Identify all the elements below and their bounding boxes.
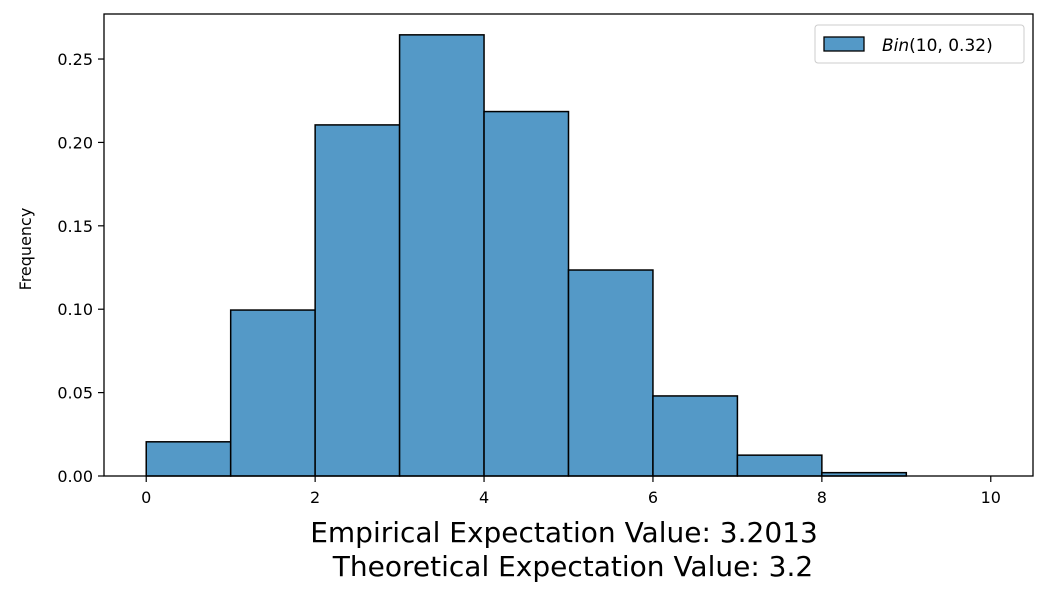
histogram-bar [145,441,232,477]
histogram-bar [314,124,401,477]
y-axis-label: Frequency [16,208,35,291]
x-tick-label: 4 [479,488,489,507]
histogram-bar [483,110,570,477]
y-tick-label: 0.20 [57,133,93,152]
histogram-bar [652,395,739,477]
x-axis-ticks: 0 2 4 6 8 10 [141,476,1001,507]
y-tick-label: 0.05 [57,384,93,403]
histogram-bar [229,309,316,477]
y-axis-ticks: 0.00 0.05 0.10 0.15 0.20 0.25 [57,50,104,486]
x-tick-label: 0 [141,488,151,507]
x-tick-label: 2 [310,488,320,507]
legend-label: Bin(10, 0.32) [882,36,993,56]
x-tick-label: 8 [817,488,827,507]
legend-swatch [823,36,865,52]
x-axis-label-line-2: Theoretical Expectation Value: 3.2 [332,550,813,583]
y-tick-label: 0.10 [57,300,93,319]
legend-label-params: (10, 0.32) [909,36,993,56]
x-axis-label-line-1: Empirical Expectation Value: 3.2013 [310,516,818,549]
legend-label-italic: Bin [882,36,909,56]
legend: Bin(10, 0.32) [814,24,1025,64]
legend-box [814,24,1025,64]
histogram-bar [567,269,654,477]
histogram-bar [398,34,485,477]
plot-frame [103,13,1034,477]
y-tick-label: 0.25 [57,50,93,69]
y-tick-label: 0.00 [57,467,93,486]
x-tick-label: 6 [648,488,658,507]
histogram-bar [736,454,823,477]
y-tick-label: 0.15 [57,217,93,236]
x-tick-label: 10 [981,488,1001,507]
bars-group [145,34,908,477]
